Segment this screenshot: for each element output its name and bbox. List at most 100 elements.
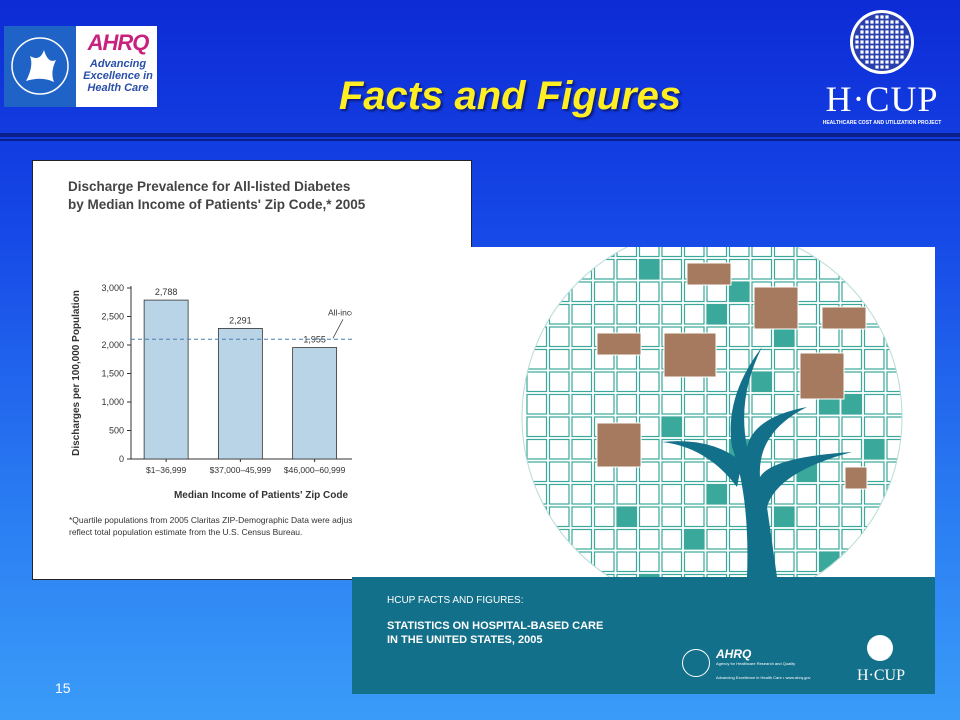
y-tick-label: 1,500 (101, 369, 124, 379)
globe-dot (900, 40, 904, 44)
globe-dot (895, 40, 899, 44)
globe-dot (890, 30, 894, 34)
mosaic-cell (728, 551, 750, 573)
globe-dot (880, 55, 884, 59)
mosaic-cell (616, 506, 638, 528)
mosaic-cell (728, 348, 750, 370)
globe-dot (880, 20, 884, 24)
mosaic-cell (932, 350, 935, 370)
cover-ahrq-logo: AHRQ (716, 647, 752, 661)
globe-dot (880, 60, 884, 64)
mosaic-cell (886, 506, 902, 528)
mosaic-cell (616, 393, 638, 415)
mosaic-cell (571, 281, 593, 303)
mosaic-cell (841, 326, 863, 348)
globe-dot (865, 40, 869, 44)
mosaic-cell (661, 303, 683, 325)
mosaic-cell (863, 393, 885, 415)
mosaic-cell (796, 551, 818, 573)
mosaic-cell (571, 247, 593, 258)
mosaic-cell (910, 327, 930, 347)
chart-title-line2: by Median Income of Patients' Zip Code,*… (68, 197, 366, 212)
portrait-photo (686, 262, 732, 286)
mosaic-cell (728, 528, 750, 550)
mosaic-cell (932, 395, 935, 415)
globe-dot (875, 60, 879, 64)
mosaic-cell (818, 528, 840, 550)
mosaic-cell (706, 483, 728, 505)
mosaic-cell (548, 438, 570, 460)
mosaic-cell (841, 258, 863, 280)
mosaic-cell (910, 350, 930, 370)
mosaic-cell (863, 247, 885, 258)
globe-dot (865, 50, 869, 54)
cover-title: STATISTICS ON HOSPITAL-BASED CARE IN THE… (387, 620, 604, 646)
mosaic-cell (796, 303, 818, 325)
globe-dot (870, 50, 874, 54)
mosaic-cell (616, 483, 638, 505)
mosaic-cell (638, 528, 660, 550)
globe-dot (875, 15, 879, 19)
mosaic-cell (526, 247, 548, 258)
mosaic-cell (863, 416, 885, 438)
mosaic-cell (773, 258, 795, 280)
mosaic-cell (841, 281, 863, 303)
globe-dot (890, 60, 894, 64)
mosaic-cell (818, 461, 840, 483)
globe-dot (870, 40, 874, 44)
mosaic-cell (571, 326, 593, 348)
mosaic-cell (616, 303, 638, 325)
globe-dot (890, 20, 894, 24)
globe-dot (855, 40, 859, 44)
globe-dot (905, 40, 909, 44)
mosaic-cell (571, 528, 593, 550)
mosaic-cell (932, 372, 935, 392)
globe-dot (860, 40, 864, 44)
mosaic-cell (818, 326, 840, 348)
mosaic-cell (932, 305, 935, 325)
globe-dot (885, 50, 889, 54)
mosaic-cell (593, 393, 615, 415)
mosaic-cell (841, 371, 863, 393)
mosaic-cell (706, 393, 728, 415)
globe-dot (885, 65, 889, 69)
mosaic-cell (910, 507, 930, 527)
header-divider (0, 133, 960, 137)
globe-dot (870, 30, 874, 34)
mosaic-cell (818, 551, 840, 573)
mosaic-cell (661, 573, 683, 577)
mosaic-cell (773, 348, 795, 370)
mosaic-cell (910, 552, 930, 572)
y-axis-label: Discharges per 100,000 Population (71, 290, 82, 456)
globe-dot (875, 65, 879, 69)
mosaic-cell (616, 528, 638, 550)
mosaic-cell (932, 327, 935, 347)
mosaic-cell (526, 506, 548, 528)
mosaic-cell (841, 551, 863, 573)
globe-dot (890, 40, 894, 44)
portrait-photo (821, 306, 867, 330)
mosaic-cell (661, 393, 683, 415)
globe-dot (875, 50, 879, 54)
globe-dot (865, 55, 869, 59)
mosaic-cell (638, 348, 660, 370)
mosaic-cell (841, 393, 863, 415)
mosaic-cell (796, 506, 818, 528)
mosaic-cell (841, 416, 863, 438)
globe-dot (895, 45, 899, 49)
globe-dot (880, 15, 884, 19)
tree-trunk (730, 347, 852, 577)
mosaic-cell (910, 372, 930, 392)
mosaic-cell (526, 551, 548, 573)
mosaic-cell (728, 303, 750, 325)
globe-dot (870, 45, 874, 49)
mosaic-cell (886, 247, 902, 258)
mosaic-cell (863, 258, 885, 280)
mosaic-cell (526, 348, 548, 370)
globe-dot (870, 20, 874, 24)
globe-dot (880, 40, 884, 44)
mosaic-cell (638, 506, 660, 528)
mosaic-cell (593, 551, 615, 573)
globe-dot (880, 45, 884, 49)
mosaic-cell (932, 417, 935, 437)
